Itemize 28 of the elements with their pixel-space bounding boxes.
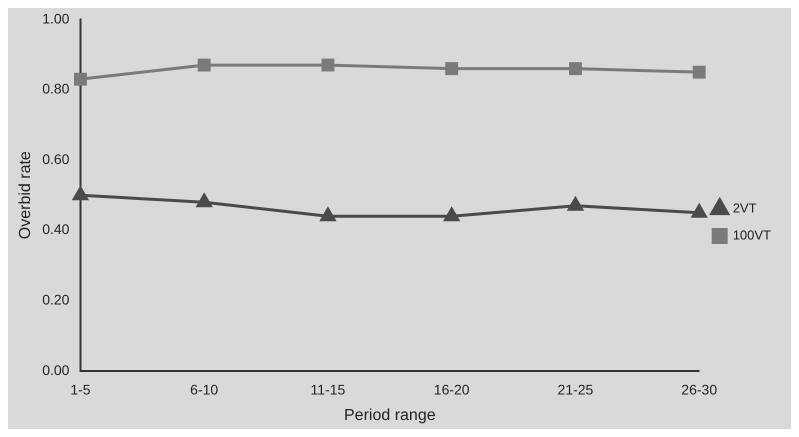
point — [568, 197, 584, 211]
point — [692, 204, 707, 218]
y-axis-title: Overbid rate — [17, 151, 34, 240]
point — [74, 72, 87, 86]
point — [445, 62, 458, 76]
x-tick-label: 26-30 — [681, 381, 718, 398]
point — [444, 208, 460, 222]
x-axis-title: Period range — [344, 406, 436, 424]
legend-label: 100VT — [732, 228, 772, 243]
point — [320, 208, 336, 222]
x-tick-label: 1-5 — [70, 381, 91, 398]
y-tick-label: 0.40 — [42, 221, 70, 238]
y-tick-label: 0.00 — [42, 362, 70, 378]
point — [196, 194, 212, 208]
x-tick-label: 16-20 — [434, 381, 470, 398]
x-tick-label: 11-15 — [310, 381, 346, 398]
y-tick-label: 0.20 — [42, 292, 70, 308]
point — [322, 58, 334, 72]
y-tick-label: 0.80 — [42, 80, 70, 97]
x-tick-label: 6-10 — [190, 381, 218, 398]
point — [72, 186, 88, 200]
y-tick-label: 0.60 — [42, 150, 70, 167]
point — [569, 62, 582, 76]
legend-label: 2VT — [732, 200, 757, 216]
point — [198, 58, 211, 72]
point — [692, 66, 706, 79]
x-tick-label: 21-25 — [558, 381, 594, 398]
y-tick-label: 1.00 — [42, 10, 70, 26]
